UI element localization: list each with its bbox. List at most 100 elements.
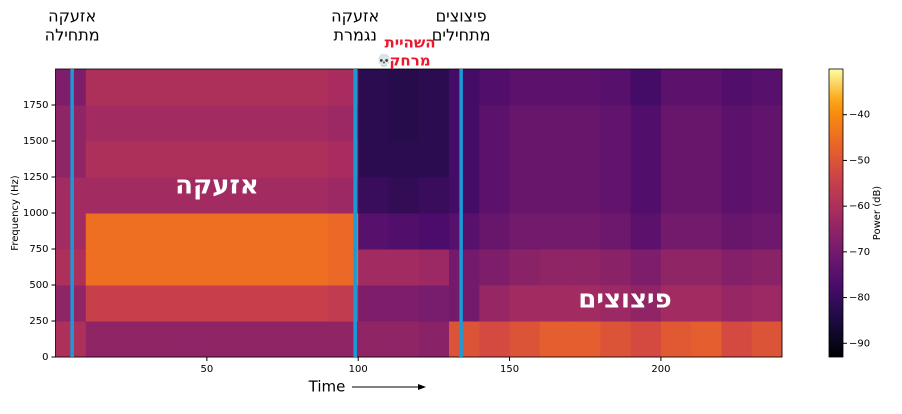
heatmap-cell: [206, 285, 238, 322]
colorbar-label: Power (dB): [872, 186, 883, 241]
heatmap-cell: [539, 285, 571, 322]
heatmap-cell: [539, 249, 571, 286]
heatmap-cell: [660, 213, 692, 250]
heatmap-cell: [660, 321, 692, 358]
heatmap-cell: [691, 321, 722, 358]
heatmap-cell: [176, 321, 208, 358]
heatmap-cell: [570, 249, 601, 286]
heatmap-cell: [721, 105, 753, 142]
heatmap: [55, 69, 783, 358]
heatmap-cell: [116, 213, 147, 250]
heatmap-cell: [721, 213, 753, 250]
heatmap-cell: [418, 69, 450, 106]
heatmap-cell: [237, 105, 268, 142]
marker-label: אזעקה: [331, 7, 379, 26]
x-axis-label: Time: [308, 378, 346, 396]
marker-label: מתחילים: [432, 26, 491, 45]
heatmap-cell: [116, 285, 147, 322]
heatmap-cell: [600, 321, 632, 358]
heatmap-cell: [418, 141, 450, 178]
heatmap-cell: [146, 177, 178, 214]
region-label: פיצוצים: [578, 285, 671, 315]
heatmap-cell: [691, 285, 722, 322]
heatmap-cell: [116, 69, 147, 106]
heatmap-cell: [479, 213, 511, 250]
heatmap-cell: [176, 105, 208, 142]
y-tick-label: 750: [29, 244, 48, 255]
heatmap-cell: [388, 105, 420, 142]
heatmap-cell: [509, 213, 541, 250]
heatmap-cell: [751, 285, 783, 322]
heatmap-cell: [509, 285, 541, 322]
heatmap-cell: [267, 213, 299, 250]
heatmap-cell: [509, 141, 541, 178]
heatmap-cell: [479, 105, 511, 142]
heatmap-cell: [85, 105, 117, 142]
heatmap-cell: [660, 105, 692, 142]
heatmap-cell: [630, 249, 662, 286]
heatmap-cell: [267, 177, 299, 214]
heatmap-cell: [358, 69, 389, 106]
heatmap-cell: [237, 213, 268, 250]
heatmap-cell: [358, 285, 389, 322]
heatmap-cell: [509, 105, 541, 142]
heatmap-cell: [237, 69, 268, 106]
colorbar-tick-label: −40: [849, 110, 870, 121]
y-tick-label: 250: [29, 316, 48, 327]
heatmap-cell: [509, 69, 541, 106]
heatmap-cell: [85, 213, 117, 250]
note-label: השהיית: [384, 34, 435, 52]
x-tick-label: 50: [200, 364, 213, 375]
heatmap-cell: [267, 69, 299, 106]
heatmap-cell: [297, 69, 329, 106]
heatmap-cell: [267, 105, 299, 142]
heatmap-cell: [206, 321, 238, 358]
heatmap-cell: [539, 177, 571, 214]
heatmap-cell: [206, 141, 238, 178]
colorbar-tick-label: −60: [849, 201, 870, 212]
heatmap-cell: [358, 141, 389, 178]
y-tick-label: 1250: [23, 172, 48, 183]
marker-label: נגמרת: [333, 26, 376, 45]
colorbar: [828, 68, 844, 358]
heatmap-cell: [570, 141, 601, 178]
heatmap-cell: [297, 249, 329, 286]
heatmap-cell: [146, 69, 178, 106]
heatmap-cell: [449, 105, 480, 142]
heatmap-cell: [721, 285, 753, 322]
heatmap-cell: [297, 105, 329, 142]
heatmap-cell: [176, 249, 208, 286]
time-arrow-head: [418, 384, 426, 390]
heatmap-cell: [358, 177, 389, 214]
heatmap-cell: [297, 321, 329, 358]
marker-label: מתחילה: [45, 26, 100, 45]
heatmap-cell: [116, 105, 147, 142]
heatmap-cell: [388, 321, 420, 358]
heatmap-cell: [721, 177, 753, 214]
heatmap-cell: [751, 105, 783, 142]
heatmap-cell: [449, 321, 480, 358]
y-tick-label: 0: [42, 352, 48, 363]
heatmap-cell: [146, 249, 178, 286]
y-tick-label: 1000: [23, 208, 48, 219]
heatmap-cell: [176, 285, 208, 322]
heatmap-cell: [267, 285, 299, 322]
heatmap-cell: [85, 177, 117, 214]
y-tick-label: 500: [29, 280, 48, 291]
heatmap-cell: [418, 213, 450, 250]
heatmap-cell: [267, 249, 299, 286]
heatmap-cell: [85, 285, 117, 322]
y-tick-label: 1500: [23, 136, 48, 147]
heatmap-cell: [449, 213, 480, 250]
heatmap-cell: [539, 105, 571, 142]
heatmap-cell: [116, 177, 147, 214]
heatmap-cell: [418, 105, 450, 142]
heatmap-cell: [479, 141, 511, 178]
heatmap-cell: [206, 249, 238, 286]
heatmap-cell: [297, 285, 329, 322]
heatmap-cell: [600, 69, 632, 106]
colorbar-tick-label: −90: [849, 338, 870, 349]
heatmap-cell: [418, 177, 450, 214]
